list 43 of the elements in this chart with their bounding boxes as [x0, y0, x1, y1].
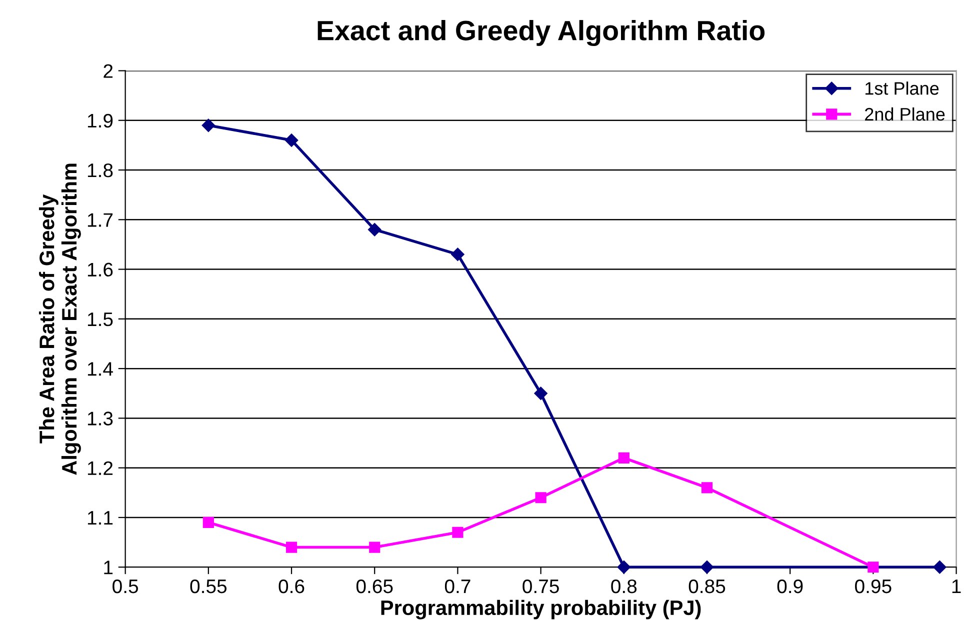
x-tick-label: 0.55	[190, 579, 227, 594]
point	[535, 492, 546, 504]
x-tick-label: 0.6	[278, 579, 304, 594]
point	[618, 452, 630, 464]
point	[700, 560, 714, 574]
y-tick-label: 1	[104, 560, 113, 574]
x-tick-label: 0.65	[356, 579, 393, 594]
y-tick-label: 1.1	[88, 511, 113, 525]
x-tick-label: 0.9	[777, 579, 803, 594]
chart-title: Exact and Greedy Algorithm Ratio	[318, 20, 765, 46]
legend-label: 2nd Plane	[865, 107, 945, 121]
x-tick-label: 0.8	[611, 579, 637, 594]
y-tick-label: 1.4	[88, 362, 113, 376]
point	[933, 560, 946, 574]
point	[534, 386, 548, 400]
point	[368, 222, 382, 236]
point	[868, 562, 879, 573]
point	[452, 526, 464, 538]
y-tick-label: 2	[104, 64, 113, 78]
x-tick-label: 1	[952, 580, 961, 594]
x-tick-label: 0.5	[112, 579, 138, 594]
point	[202, 516, 214, 528]
x-tick-label: 0.85	[688, 579, 726, 594]
legend-label: 1st Plane	[866, 82, 939, 95]
point	[617, 560, 630, 574]
x-tick-label: 0.7	[444, 579, 470, 594]
y-tick-label: 1.9	[88, 114, 113, 128]
point	[286, 542, 298, 553]
y-tick-label: 1.2	[88, 461, 113, 475]
x-tick-label: 0.95	[855, 579, 892, 594]
y-tick-label: 1.7	[88, 213, 113, 227]
y-axis-title: The Area Ratio of Greedy Algorithm over Exact Algorithm	[38, 164, 81, 475]
y-tick-label: 1.5	[88, 312, 113, 326]
y-tick-label: 1.8	[88, 163, 113, 178]
point	[202, 118, 216, 132]
y-tick-label: 1.3	[88, 412, 113, 426]
y-tick-label: 1.6	[88, 262, 113, 277]
x-tick-label: 0.75	[522, 579, 559, 594]
x-axis-title: Programmability probability (PJ)	[381, 600, 701, 620]
point	[701, 482, 713, 494]
point	[284, 134, 298, 147]
point	[451, 248, 464, 261]
point	[369, 542, 380, 553]
